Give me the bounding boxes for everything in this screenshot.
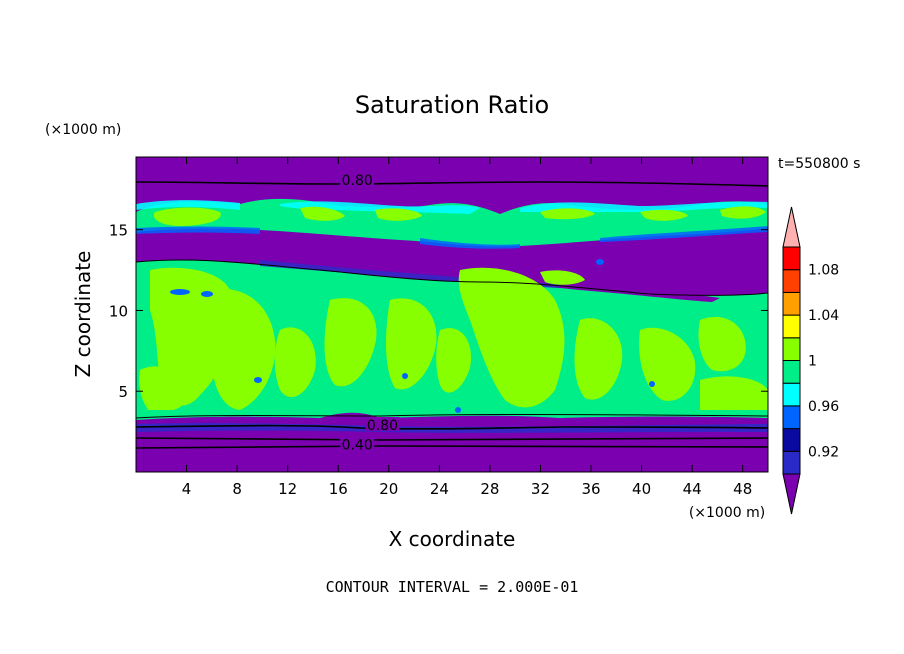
y-unit-label: (×1000 m) xyxy=(45,122,121,138)
colorbar-swatch xyxy=(782,291,801,316)
colorbar-swatch xyxy=(782,269,801,293)
time-label: t=550800 s xyxy=(778,156,860,172)
x-tick-label: 36 xyxy=(581,480,600,498)
y-tick-label: 5 xyxy=(118,383,128,401)
plot-frame xyxy=(135,156,769,473)
x-tick-label: 44 xyxy=(683,480,702,498)
contour-label: 0.80 xyxy=(367,418,398,434)
x-tick-label: 16 xyxy=(329,480,348,498)
contour-interval-label: CONTOUR INTERVAL = 2.000E-01 xyxy=(326,578,579,596)
contour-label: 0.40 xyxy=(342,437,373,453)
colorbar-swatch xyxy=(782,246,801,271)
y-tick-label: 10 xyxy=(109,302,128,320)
x-tick-label: 28 xyxy=(480,480,499,498)
colorbar-swatch xyxy=(782,405,801,430)
colorbar-swatch xyxy=(782,314,801,339)
colorbar-tick-label: 0.96 xyxy=(808,399,839,415)
field-upper-cyan xyxy=(136,200,768,214)
field-blue-spots xyxy=(170,259,655,413)
y-axis: 5 10 15 xyxy=(109,222,768,401)
colorbar-tick-label: 1 xyxy=(808,354,817,370)
x-axis-title: X coordinate xyxy=(389,527,516,551)
contour-lines xyxy=(136,181,768,449)
contour-label-bg xyxy=(365,416,400,431)
contour-label-bg xyxy=(340,436,375,451)
colorbar-swatch xyxy=(782,360,801,384)
plot-area xyxy=(136,157,768,472)
colorbar-swatch xyxy=(782,450,801,475)
colorbar-swatch xyxy=(782,428,801,452)
x-tick-label: 32 xyxy=(531,480,550,498)
y-axis-title: Z coordinate xyxy=(71,251,95,378)
colorbar-tick-label: 0.92 xyxy=(808,444,839,460)
contour-label-bg xyxy=(340,172,375,187)
x-tick-label: 12 xyxy=(278,480,297,498)
field-lower-dry-layer xyxy=(136,412,768,472)
field-dry-tongue xyxy=(136,233,720,302)
x-tick-label: 24 xyxy=(430,480,449,498)
colorbar-high-arrow xyxy=(782,206,801,248)
contour-label: 0.80 xyxy=(342,173,373,189)
x-tick-label: 8 xyxy=(232,480,242,498)
colorbar-tick-label: 1.04 xyxy=(808,308,839,324)
x-unit-label: (×1000 m) xyxy=(689,505,765,521)
chart-title: Saturation Ratio xyxy=(355,91,549,119)
contour-labels: 0.80 0.80 0.40 xyxy=(340,172,400,453)
field-upper-blue xyxy=(136,226,768,249)
colorbar: 0.92 0.96 1 1.04 1.08 xyxy=(782,206,839,515)
x-tick-label: 20 xyxy=(379,480,398,498)
field-high-patches xyxy=(139,206,768,418)
x-tick-label: 4 xyxy=(182,480,192,498)
colorbar-low-arrow xyxy=(782,473,801,515)
colorbar-tick-label: 1.08 xyxy=(808,263,839,279)
colorbar-swatch xyxy=(782,337,801,361)
colorbar-swatch xyxy=(782,382,801,407)
y-tick-label: 15 xyxy=(109,222,128,240)
x-tick-label: 40 xyxy=(632,480,651,498)
x-tick-label: 48 xyxy=(733,480,752,498)
x-axis: 4 8 12 16 20 24 28 32 36 40 44 48 xyxy=(182,157,752,498)
